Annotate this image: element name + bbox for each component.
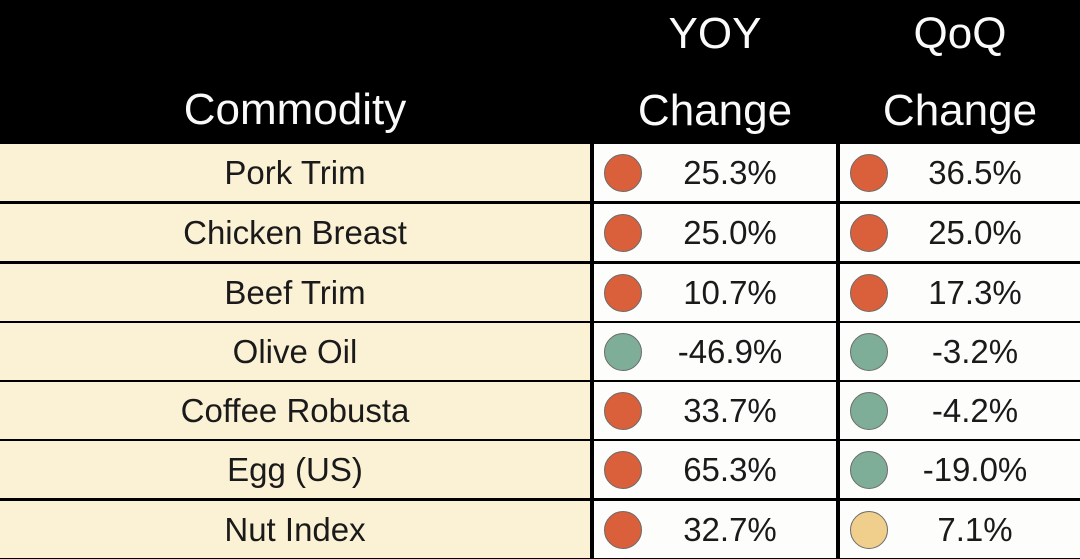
qoq-value: 17.3% bbox=[928, 273, 1022, 311]
yoy-cell: 25.0% bbox=[594, 204, 836, 261]
header-qoq-line2: Change bbox=[882, 86, 1038, 135]
table-body: Pork Trim 25.3% 36.5% Chicken Breast 25.… bbox=[0, 142, 1080, 559]
table-row: Chicken Breast 25.0% 25.0% bbox=[0, 204, 1080, 261]
qoq-cell: 36.5% bbox=[840, 144, 1080, 201]
commodity-cell: Coffee Robusta bbox=[0, 382, 590, 439]
qoq-value: -3.2% bbox=[931, 332, 1019, 370]
yoy-value: 10.7% bbox=[683, 273, 777, 311]
commodity-cell: Nut Index bbox=[0, 501, 590, 558]
qoq-cell: -4.2% bbox=[840, 382, 1080, 439]
header-commodity: Commodity bbox=[0, 84, 590, 136]
yoy-cell: -46.9% bbox=[594, 323, 836, 380]
status-dot-icon bbox=[850, 273, 888, 312]
status-dot-icon bbox=[850, 450, 888, 489]
status-dot-icon bbox=[850, 213, 888, 252]
yoy-cell: 33.7% bbox=[594, 382, 836, 439]
table-header: Commodity YOY Change QoQ Change bbox=[0, 0, 1080, 142]
commodity-cell: Beef Trim bbox=[0, 264, 590, 321]
qoq-cell: -3.2% bbox=[840, 323, 1080, 380]
qoq-cell: 25.0% bbox=[840, 204, 1080, 261]
qoq-cell: 17.3% bbox=[840, 264, 1080, 321]
commodity-cell: Olive Oil bbox=[0, 323, 590, 380]
table-row: Nut Index 32.7% 7.1% bbox=[0, 501, 1080, 558]
yoy-cell: 32.7% bbox=[594, 501, 836, 558]
status-dot-icon bbox=[850, 391, 888, 430]
yoy-cell: 25.3% bbox=[594, 144, 836, 201]
commodity-cell: Egg (US) bbox=[0, 441, 590, 498]
qoq-value: 7.1% bbox=[937, 510, 1013, 548]
yoy-value: 33.7% bbox=[683, 391, 777, 429]
qoq-value: 36.5% bbox=[928, 153, 1022, 191]
yoy-value: -46.9% bbox=[677, 332, 783, 370]
yoy-value: 25.0% bbox=[683, 213, 777, 251]
header-qoq-change: QoQ Change bbox=[840, 8, 1080, 137]
yoy-value: 25.3% bbox=[683, 153, 777, 191]
commodity-cell: Chicken Breast bbox=[0, 204, 590, 261]
status-dot-icon bbox=[604, 153, 642, 192]
qoq-cell: -19.0% bbox=[840, 441, 1080, 498]
status-dot-icon bbox=[604, 332, 642, 371]
yoy-value: 65.3% bbox=[683, 450, 777, 488]
yoy-cell: 10.7% bbox=[594, 264, 836, 321]
qoq-value: 25.0% bbox=[928, 213, 1022, 251]
table-row: Egg (US) 65.3% -19.0% bbox=[0, 441, 1080, 498]
table-row: Beef Trim 10.7% 17.3% bbox=[0, 264, 1080, 321]
qoq-cell: 7.1% bbox=[840, 501, 1080, 558]
table-row: Olive Oil -46.9% -3.2% bbox=[0, 323, 1080, 380]
status-dot-icon bbox=[604, 213, 642, 252]
table-row: Pork Trim 25.3% 36.5% bbox=[0, 144, 1080, 201]
header-commodity-label: Commodity bbox=[183, 85, 407, 134]
status-dot-icon bbox=[604, 510, 642, 549]
status-dot-icon bbox=[850, 153, 888, 192]
yoy-cell: 65.3% bbox=[594, 441, 836, 498]
table-row: Coffee Robusta 33.7% -4.2% bbox=[0, 382, 1080, 439]
qoq-value: -4.2% bbox=[931, 391, 1019, 429]
commodity-cell: Pork Trim bbox=[0, 144, 590, 201]
yoy-value: 32.7% bbox=[683, 510, 777, 548]
header-yoy-line2: Change bbox=[637, 86, 793, 135]
header-yoy-line1: YOY bbox=[668, 9, 762, 58]
qoq-value: -19.0% bbox=[922, 450, 1028, 488]
status-dot-icon bbox=[850, 332, 888, 371]
status-dot-icon bbox=[604, 450, 642, 489]
status-dot-icon bbox=[604, 391, 642, 430]
status-dot-icon bbox=[850, 510, 888, 549]
header-qoq-line1: QoQ bbox=[913, 9, 1007, 58]
header-yoy-change: YOY Change bbox=[594, 8, 836, 137]
status-dot-icon bbox=[604, 273, 642, 312]
